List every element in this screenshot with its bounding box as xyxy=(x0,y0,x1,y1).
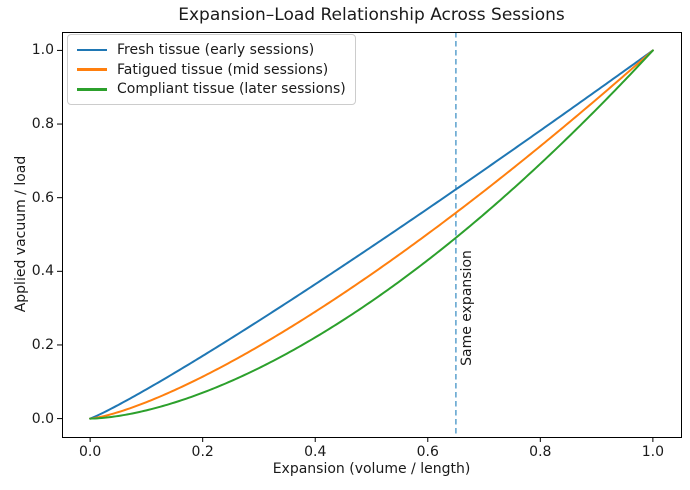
y-tick-label: 0.2 xyxy=(31,336,54,353)
x-tick-label: 0.6 xyxy=(416,444,439,460)
x-tick-label: 0.2 xyxy=(191,444,214,460)
x-tick-label: 0.8 xyxy=(529,444,552,460)
series-line-1 xyxy=(89,49,654,420)
y-tick-label: 1.0 xyxy=(31,42,54,59)
legend-line-sample xyxy=(77,88,107,91)
legend: Fresh tissue (early sessions) Fatigued ti… xyxy=(67,34,356,105)
x-axis-label: Expansion (volume / length) xyxy=(272,461,471,477)
y-tick-label: 0.4 xyxy=(31,263,54,280)
legend-row-1: Fatigued tissue (mid sessions) xyxy=(77,62,346,78)
legend-label: Fresh tissue (early sessions) xyxy=(117,41,315,58)
legend-line-sample xyxy=(77,68,107,71)
x-tick-label: 0.4 xyxy=(304,444,327,460)
x-tick-label: 1.0 xyxy=(641,444,664,460)
y-tick-label: 0.8 xyxy=(31,116,54,133)
y-axis-label: Applied vacuum / load xyxy=(13,155,29,313)
y-tick-label: 0.0 xyxy=(31,410,54,427)
axes-frame xyxy=(62,32,682,438)
series-line-2 xyxy=(89,49,654,420)
series-line-0 xyxy=(89,49,654,420)
chart-title: Expansion–Load Relationship Across Sessi… xyxy=(178,5,565,25)
legend-label: Compliant tissue (later sessions) xyxy=(117,81,346,98)
y-tick-label: 0.6 xyxy=(31,189,54,206)
annotation-label: Same expansion xyxy=(459,250,476,367)
legend-row-2: Compliant tissue (later sessions) xyxy=(77,81,346,97)
legend-row-0: Fresh tissue (early sessions) xyxy=(77,42,346,58)
legend-label: Fatigued tissue (mid sessions) xyxy=(117,61,329,78)
x-tick-label: 0.0 xyxy=(78,444,102,460)
legend-line-sample xyxy=(77,48,107,51)
